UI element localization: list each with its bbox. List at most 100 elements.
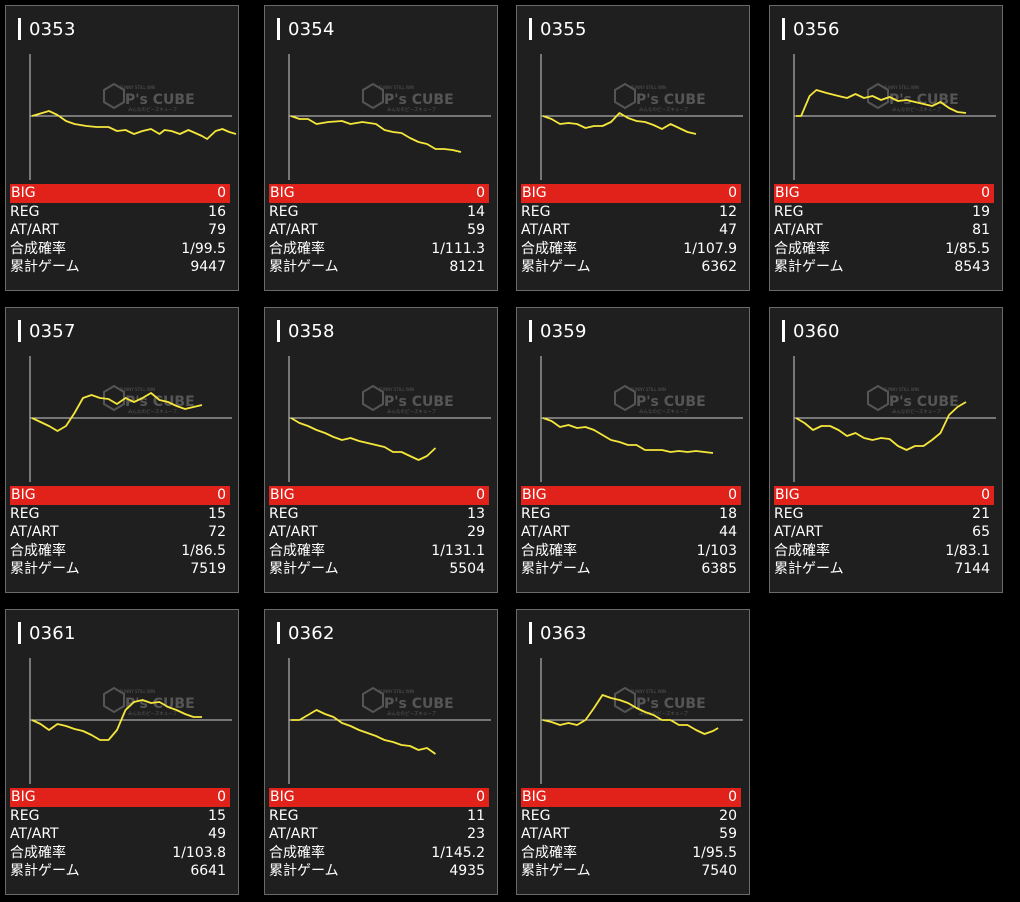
stats-table: BIG 0 REG 20 AT/ART 59 合成確率 1/95.5 累計ゲーム… — [521, 788, 741, 881]
at-label: AT/ART — [269, 524, 318, 541]
reg-row: REG 11 — [269, 807, 489, 826]
machine-card[interactable]: 0355 FUNNY STILL WIN P's CUBE みんなのピーズキューブ … — [516, 5, 750, 291]
machine-card[interactable]: 0361 FUNNY STILL WIN P's CUBE みんなのピーズキューブ … — [5, 609, 239, 895]
prob-value: 1/99.5 — [181, 240, 226, 257]
svg-text:P's CUBE: P's CUBE — [384, 92, 454, 108]
svg-text:FUNNY STILL WIN: FUNNY STILL WIN — [379, 85, 414, 90]
title-bar — [782, 320, 785, 342]
reg-label: REG — [269, 203, 299, 220]
machine-card[interactable]: 0356 FUNNY STILL WIN P's CUBE みんなのピーズキューブ … — [769, 5, 1003, 291]
machine-number: 0362 — [288, 622, 335, 644]
machine-card[interactable]: 0359 FUNNY STILL WIN P's CUBE みんなのピーズキューブ … — [516, 307, 750, 593]
games-label: 累計ゲーム — [774, 259, 844, 276]
machine-card[interactable]: 0357 FUNNY STILL WIN P's CUBE みんなのピーズキューブ … — [5, 307, 239, 593]
big-row: BIG 0 — [269, 184, 489, 203]
reg-row: REG 19 — [774, 203, 994, 222]
svg-text:みんなのピーズキューブ: みんなのピーズキューブ — [639, 408, 689, 415]
card-header: 0358 — [277, 318, 335, 344]
big-label: BIG — [11, 789, 36, 805]
at-label: AT/ART — [774, 222, 823, 239]
prob-row: 合成確率 1/111.3 — [269, 240, 489, 259]
at-value: 49 — [208, 826, 226, 843]
prob-row: 合成確率 1/99.5 — [10, 240, 230, 259]
svg-text:FUNNY STILL WIN: FUNNY STILL WIN — [884, 387, 919, 392]
stats-table: BIG 0 REG 21 AT/ART 65 合成確率 1/83.1 累計ゲーム… — [774, 486, 994, 579]
prob-value: 1/145.2 — [431, 844, 485, 861]
reg-label: REG — [521, 203, 551, 220]
machine-card[interactable]: 0358 FUNNY STILL WIN P's CUBE みんなのピーズキューブ … — [264, 307, 498, 593]
machine-number: 0355 — [540, 18, 587, 40]
machine-number: 0363 — [540, 622, 587, 644]
at-value: 44 — [719, 524, 737, 541]
machine-card[interactable]: 0363 FUNNY STILL WIN P's CUBE みんなのピーズキューブ … — [516, 609, 750, 895]
reg-row: REG 16 — [10, 203, 230, 222]
at-value: 79 — [208, 222, 226, 239]
title-bar — [782, 18, 785, 40]
big-row: BIG 0 — [10, 788, 230, 807]
prob-value: 1/103 — [696, 542, 737, 559]
svg-text:みんなのピーズキューブ: みんなのピーズキューブ — [892, 106, 942, 113]
title-bar — [18, 18, 21, 40]
big-value: 0 — [476, 487, 485, 503]
reg-row: REG 13 — [269, 505, 489, 524]
svg-text:みんなのピーズキューブ: みんなのピーズキューブ — [128, 408, 178, 415]
at-row: AT/ART 23 — [269, 825, 489, 844]
games-value: 4935 — [449, 863, 485, 880]
games-row: 累計ゲーム 4935 — [269, 862, 489, 881]
reg-label: REG — [10, 807, 40, 824]
reg-label: REG — [521, 807, 551, 824]
prob-row: 合成確率 1/83.1 — [774, 542, 994, 561]
prob-label: 合成確率 — [10, 542, 66, 559]
big-value: 0 — [981, 487, 990, 503]
games-row: 累計ゲーム 8121 — [269, 258, 489, 277]
machine-number: 0354 — [288, 18, 335, 40]
machine-card[interactable]: 0353 FUNNY STILL WIN P's CUBE みんなのピーズキューブ … — [5, 5, 239, 291]
stats-table: BIG 0 REG 11 AT/ART 23 合成確率 1/145.2 累計ゲー… — [269, 788, 489, 881]
reg-row: REG 15 — [10, 505, 230, 524]
prob-label: 合成確率 — [269, 542, 325, 559]
card-header: 0362 — [277, 620, 335, 646]
prob-value: 1/83.1 — [945, 542, 990, 559]
title-bar — [18, 622, 21, 644]
games-label: 累計ゲーム — [521, 561, 591, 578]
prob-label: 合成確率 — [521, 542, 577, 559]
games-label: 累計ゲーム — [269, 863, 339, 880]
at-value: 59 — [467, 222, 485, 239]
card-header: 0360 — [782, 318, 840, 344]
prob-value: 1/131.1 — [431, 542, 485, 559]
at-row: AT/ART 79 — [10, 221, 230, 240]
payout-line — [31, 110, 237, 140]
prob-row: 合成確率 1/107.9 — [521, 240, 741, 259]
svg-text:FUNNY STILL WIN: FUNNY STILL WIN — [631, 689, 666, 694]
machine-number: 0356 — [793, 18, 840, 40]
big-row: BIG 0 — [521, 184, 741, 203]
games-label: 累計ゲーム — [521, 863, 591, 880]
card-header: 0354 — [277, 16, 335, 42]
machine-card[interactable]: 0354 FUNNY STILL WIN P's CUBE みんなのピーズキューブ … — [264, 5, 498, 291]
payout-line — [290, 417, 437, 461]
prob-row: 合成確率 1/131.1 — [269, 542, 489, 561]
machine-card[interactable]: 0360 FUNNY STILL WIN P's CUBE みんなのピーズキューブ … — [769, 307, 1003, 593]
title-bar — [529, 18, 532, 40]
svg-text:P's CUBE: P's CUBE — [125, 696, 195, 712]
at-row: AT/ART 29 — [269, 523, 489, 542]
big-label: BIG — [11, 487, 36, 503]
reg-row: REG 12 — [521, 203, 741, 222]
big-label: BIG — [11, 185, 36, 201]
payout-line — [291, 709, 437, 755]
big-value: 0 — [728, 789, 737, 805]
machine-card[interactable]: 0362 FUNNY STILL WIN P's CUBE みんなのピーズキューブ … — [264, 609, 498, 895]
svg-text:みんなのピーズキューブ: みんなのピーズキューブ — [128, 710, 178, 717]
prob-value: 1/86.5 — [181, 542, 226, 559]
at-value: 72 — [208, 524, 226, 541]
